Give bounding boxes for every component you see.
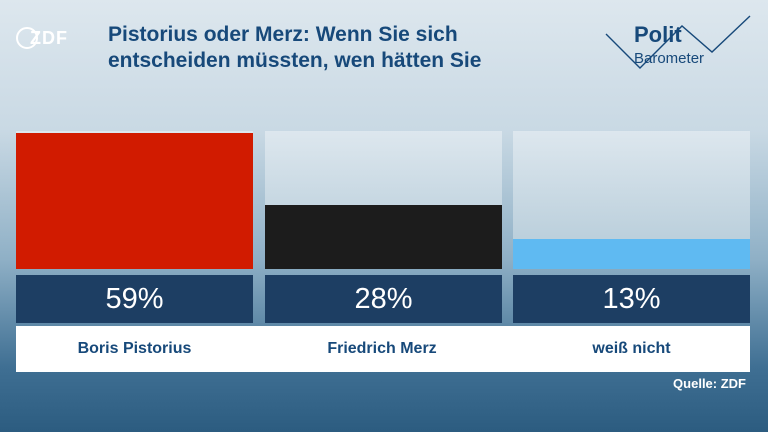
category-label: Boris Pistorius (77, 340, 192, 357)
bar (16, 133, 253, 269)
bar-background (16, 131, 253, 269)
bar (513, 239, 750, 269)
data-label: 59% (16, 275, 253, 323)
logo-circle-icon (16, 27, 38, 49)
zdf-logo: ZDF (16, 26, 78, 50)
source-text: Quelle: ZDF (673, 376, 746, 391)
category-label: weiß nicht (592, 340, 671, 357)
data-label: 13% (513, 275, 750, 323)
bar (265, 205, 502, 269)
logo-text: ZDF (30, 28, 68, 48)
data-label: 28% (265, 275, 502, 323)
category-label: Friedrich Merz (327, 340, 437, 357)
chart-title: Pistorius oder Merz: Wenn Sie sich entsc… (108, 23, 482, 72)
politbarometer-graph-icon (605, 15, 751, 69)
brand-line1: Polit (634, 22, 682, 47)
label-strip (16, 326, 750, 372)
brand-line2: Barometer (634, 50, 705, 67)
politbarometer-logo: Polit Barometer (604, 14, 754, 74)
bar-background (513, 131, 750, 269)
bar-background (265, 131, 502, 269)
